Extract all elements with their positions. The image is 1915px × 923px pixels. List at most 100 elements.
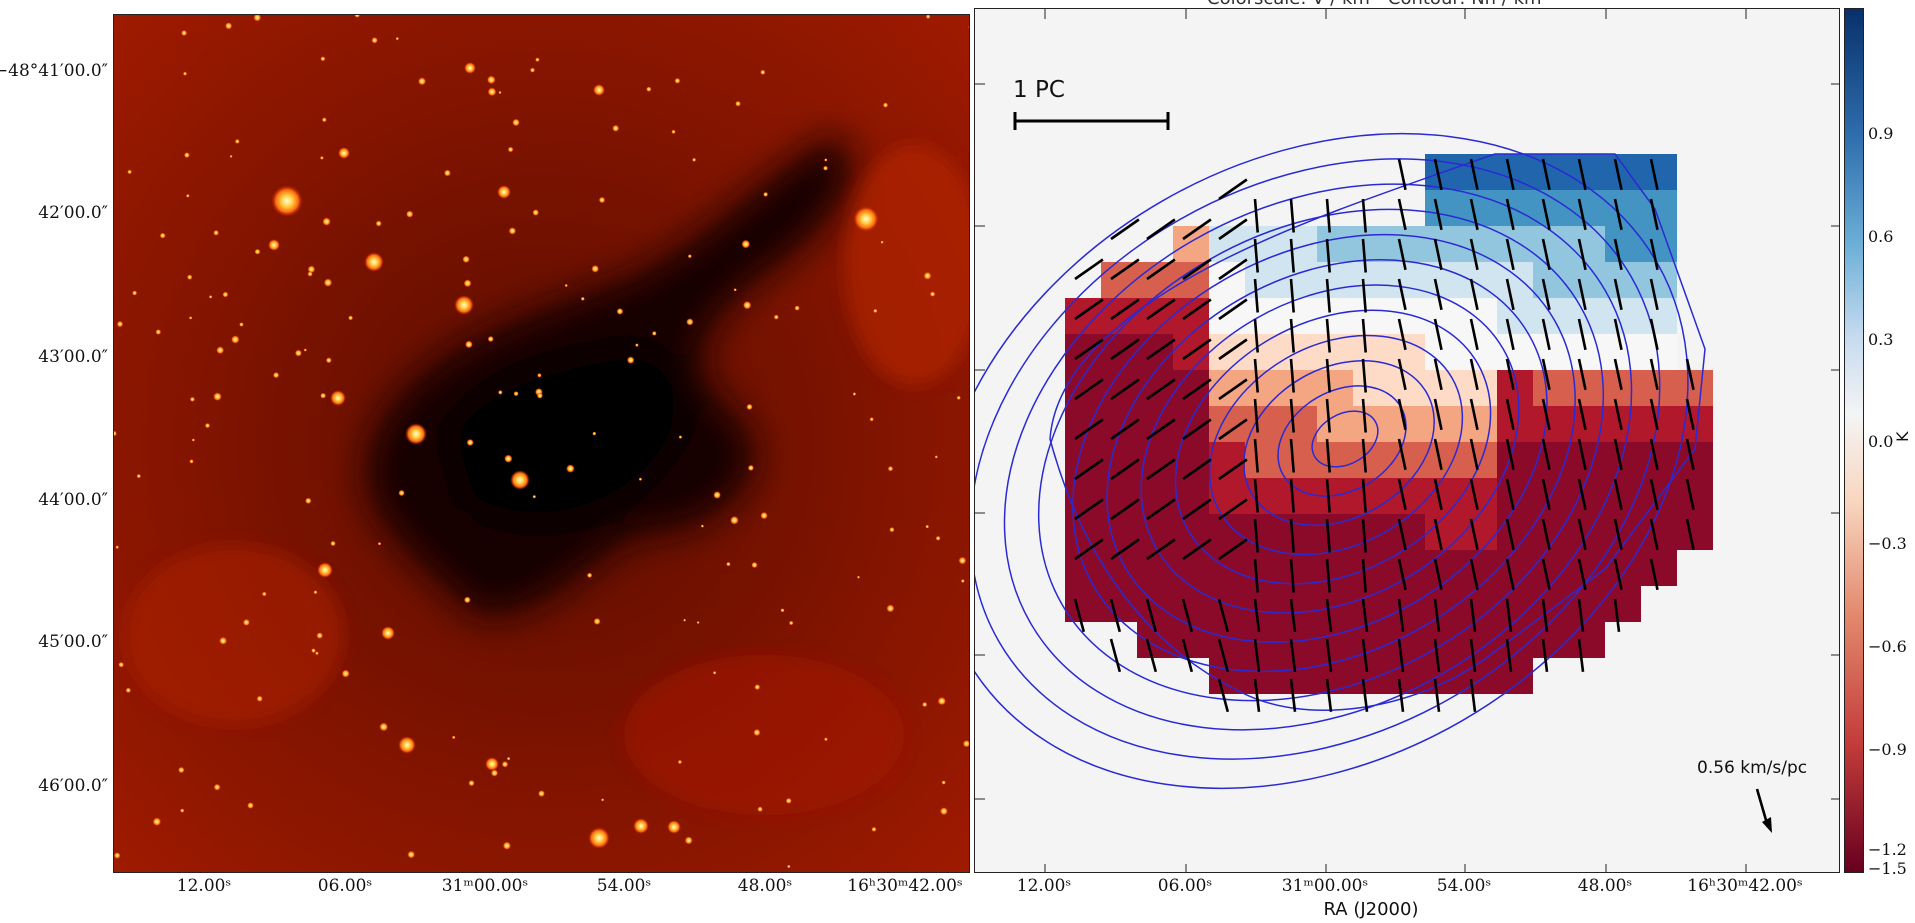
star xyxy=(407,850,416,859)
velocity-pixel xyxy=(1533,586,1569,622)
gradient-vector xyxy=(1505,318,1515,351)
star xyxy=(371,37,378,44)
gradient-vector xyxy=(1289,558,1295,593)
gradient-vector xyxy=(1146,418,1176,441)
colorbar-tick-m1.2: −1.2 xyxy=(1868,840,1907,859)
star xyxy=(956,395,961,400)
velocity-pixel xyxy=(1461,442,1497,478)
star xyxy=(239,322,244,327)
velocity-pixel xyxy=(1461,478,1497,514)
gradient-vector xyxy=(1433,638,1441,672)
gradient-vector xyxy=(1577,438,1587,471)
gradient-vector xyxy=(1253,478,1259,513)
star xyxy=(889,527,895,533)
gradient-vector xyxy=(1253,198,1259,233)
star xyxy=(592,431,597,436)
gradient-vector xyxy=(1541,598,1549,632)
star xyxy=(735,100,741,107)
gradient-vector xyxy=(1613,278,1623,311)
star xyxy=(753,728,761,737)
gradient-vector xyxy=(1074,418,1104,441)
gradient-vector xyxy=(1577,358,1587,391)
y-tick-4: 44′00.0″ xyxy=(38,490,108,510)
gradient-vector xyxy=(1577,238,1587,271)
gradient-vector xyxy=(1218,338,1248,361)
gradient-vector xyxy=(1289,238,1295,273)
star xyxy=(463,279,472,288)
gradient-vector xyxy=(1433,318,1443,351)
velocity-pixel xyxy=(1245,514,1281,550)
star xyxy=(348,315,354,321)
gradient-vector xyxy=(1541,198,1551,231)
star xyxy=(229,154,233,158)
velocity-pixel xyxy=(1425,262,1461,298)
star xyxy=(886,604,895,613)
star xyxy=(189,459,194,464)
star xyxy=(535,57,540,62)
star xyxy=(742,300,752,310)
velocity-pixel xyxy=(1317,262,1353,298)
star xyxy=(136,473,142,479)
star xyxy=(377,542,382,546)
star xyxy=(857,575,860,579)
star xyxy=(824,737,828,742)
star xyxy=(746,403,753,411)
gradient-vector xyxy=(1325,598,1333,632)
star xyxy=(486,75,496,85)
velocity-pixel xyxy=(1281,622,1317,658)
gradient-vector xyxy=(1361,678,1369,712)
velocity-pixel xyxy=(1317,298,1353,334)
velocity-pixel xyxy=(1101,370,1137,406)
gradient-vector xyxy=(1469,438,1479,471)
star xyxy=(537,373,542,378)
gradient-vector xyxy=(1325,398,1331,433)
velocity-pixel xyxy=(1317,658,1353,694)
gradient-vector xyxy=(1397,678,1405,712)
star xyxy=(646,86,652,92)
velocity-pixel xyxy=(1569,154,1605,190)
star xyxy=(311,648,316,653)
star xyxy=(341,669,350,678)
velocity-pixel xyxy=(1641,442,1677,478)
velocity-pixel xyxy=(1461,586,1497,622)
velocity-pixel xyxy=(1425,622,1461,658)
right-x-tick-2: 06.00ˢ xyxy=(1157,876,1213,896)
velocity-pixel xyxy=(1641,154,1677,190)
velocity-pixel xyxy=(1605,190,1641,226)
gradient-vector xyxy=(1325,558,1331,593)
velocity-pixel xyxy=(1425,514,1461,550)
gradient-vector xyxy=(1505,398,1515,431)
star xyxy=(502,841,512,850)
gradient-vector xyxy=(1182,458,1212,481)
gradient-vector xyxy=(1433,358,1443,391)
left-x-tick-2: 06.00ˢ xyxy=(317,876,373,896)
contour-line xyxy=(1106,259,1548,643)
gradient-vector xyxy=(1325,198,1331,233)
velocity-pixel xyxy=(1461,406,1497,442)
gradient-vector xyxy=(1469,398,1479,431)
star xyxy=(674,77,681,84)
star xyxy=(330,540,336,547)
star xyxy=(466,438,474,447)
gradient-vector xyxy=(1397,598,1405,632)
bright-star xyxy=(510,470,530,490)
velocity-pixel xyxy=(1173,226,1209,262)
star xyxy=(763,191,769,197)
gradient-vector xyxy=(1541,438,1551,471)
velocity-pixel xyxy=(1569,226,1605,262)
velocity-pixel xyxy=(1065,586,1101,622)
bright-star xyxy=(588,827,610,849)
star xyxy=(379,722,389,732)
colorbar-tick-0.0: 0.0 xyxy=(1868,432,1894,451)
velocity-pixel xyxy=(1389,406,1425,442)
velocity-pixel xyxy=(1533,550,1569,586)
velocity-pixel xyxy=(1533,406,1569,442)
star xyxy=(741,239,751,249)
bright-star xyxy=(338,147,350,159)
gradient-vector xyxy=(1289,518,1295,553)
star xyxy=(852,392,857,396)
star xyxy=(406,210,414,218)
star xyxy=(127,169,132,175)
velocity-pixel xyxy=(1245,622,1281,658)
star xyxy=(313,590,318,595)
